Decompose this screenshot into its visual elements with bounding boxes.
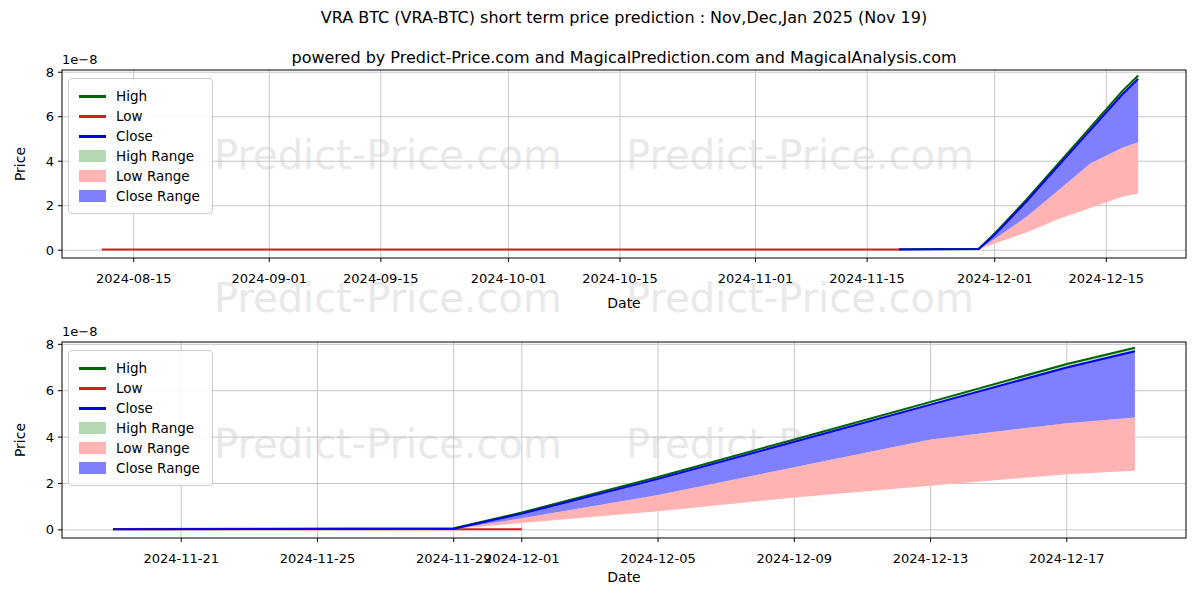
legend-line-swatch xyxy=(79,115,106,118)
legend-item-low: Low xyxy=(79,106,200,126)
y-tick-label: 6 xyxy=(46,383,54,398)
legend-item-label: Low xyxy=(116,380,143,396)
x-axis-label: Date xyxy=(607,569,640,585)
watermark-text: Predict-Price.com xyxy=(626,132,974,178)
legend-item-label: Close Range xyxy=(116,188,200,204)
legend-item-label: Close Range xyxy=(116,460,200,476)
legend-line-swatch xyxy=(79,95,106,98)
legend-patch-swatch xyxy=(79,422,106,434)
legend-line-swatch xyxy=(79,135,106,138)
legend-item-high: High xyxy=(79,86,200,106)
legend-item-label: High xyxy=(116,360,147,376)
powered-by-subtitle: powered by Predict-Price.com and Magical… xyxy=(62,48,1186,67)
x-tick-label: 2024-11-01 xyxy=(718,271,794,286)
figure-title: VRA BTC (VRA-BTC) short term price predi… xyxy=(62,8,1186,27)
legend-patch-swatch xyxy=(79,190,106,202)
y-tick-label: 6 xyxy=(46,109,54,124)
figure: Predict-Price.com Predict-Price.com Predic… xyxy=(0,0,1200,600)
y-tick-label: 0 xyxy=(46,243,54,258)
legend-item-label: High xyxy=(116,88,147,104)
y-tick-label: 2 xyxy=(46,198,54,213)
legend-item-high: High xyxy=(79,358,200,378)
x-tick-label: 2024-10-01 xyxy=(471,271,547,286)
legend-patch-swatch xyxy=(79,462,106,474)
legend-item-label: Low xyxy=(116,108,143,124)
legend-item-high-range: High Range xyxy=(79,418,200,438)
y-axis-label: Price xyxy=(12,147,28,181)
legend-patch-swatch xyxy=(79,170,106,182)
legend-line-swatch xyxy=(79,367,106,370)
legend-line-swatch xyxy=(79,407,106,410)
legend-line-swatch xyxy=(79,387,106,390)
legend-top-chart: High Low Close High Range Low Range Close Ran… xyxy=(68,78,213,214)
y-offset-label: 1e−8 xyxy=(62,324,97,339)
x-tick-label: 2024-11-15 xyxy=(829,271,905,286)
x-tick-label: 2024-12-01 xyxy=(484,551,560,566)
x-tick-label: 2024-08-15 xyxy=(96,271,172,286)
legend-item-label: Low Range xyxy=(116,440,190,456)
legend-item-close: Close xyxy=(79,126,200,146)
x-tick-label: 2024-12-01 xyxy=(957,271,1033,286)
watermark-text: Predict-Price.com xyxy=(626,275,974,321)
x-tick-label: 2024-11-21 xyxy=(143,551,219,566)
legend-item-close-range: Close Range xyxy=(79,186,200,206)
x-tick-label: 2024-12-09 xyxy=(757,551,833,566)
y-axis-label: Price xyxy=(12,423,28,457)
x-tick-label: 2024-12-17 xyxy=(1029,551,1105,566)
y-tick-label: 0 xyxy=(46,522,54,537)
legend-item-label: Close xyxy=(116,400,153,416)
y-tick-label: 8 xyxy=(46,337,54,352)
y-tick-label: 2 xyxy=(46,476,54,491)
legend-item-low-range: Low Range xyxy=(79,438,200,458)
legend-bottom-chart: High Low Close High Range Low Range Close Ran… xyxy=(68,350,213,486)
watermark-text: Predict-Price.com xyxy=(214,421,562,467)
legend-item-close-range: Close Range xyxy=(79,458,200,478)
x-tick-label: 2024-09-15 xyxy=(343,271,419,286)
y-tick-label: 8 xyxy=(46,65,54,80)
x-tick-label: 2024-11-29 xyxy=(416,551,492,566)
legend-item-close: Close xyxy=(79,398,200,418)
legend-patch-swatch xyxy=(79,150,106,162)
legend-item-low: Low xyxy=(79,378,200,398)
x-tick-label: 2024-11-25 xyxy=(280,551,356,566)
x-tick-label: 2024-12-05 xyxy=(620,551,696,566)
x-tick-label: 2024-12-15 xyxy=(1069,271,1145,286)
x-tick-label: 2024-12-13 xyxy=(893,551,969,566)
y-tick-label: 4 xyxy=(46,430,54,445)
x-tick-label: 2024-09-01 xyxy=(231,271,307,286)
legend-item-low-range: Low Range xyxy=(79,166,200,186)
watermark-text: Predict-Price.com xyxy=(214,132,562,178)
y-tick-label: 4 xyxy=(46,154,54,169)
legend-item-label: Low Range xyxy=(116,168,190,184)
legend-item-label: Close xyxy=(116,128,153,144)
legend-item-label: High Range xyxy=(116,420,194,436)
legend-item-label: High Range xyxy=(116,148,194,164)
x-tick-label: 2024-10-15 xyxy=(582,271,658,286)
x-axis-label: Date xyxy=(607,295,640,311)
legend-patch-swatch xyxy=(79,442,106,454)
legend-item-high-range: High Range xyxy=(79,146,200,166)
